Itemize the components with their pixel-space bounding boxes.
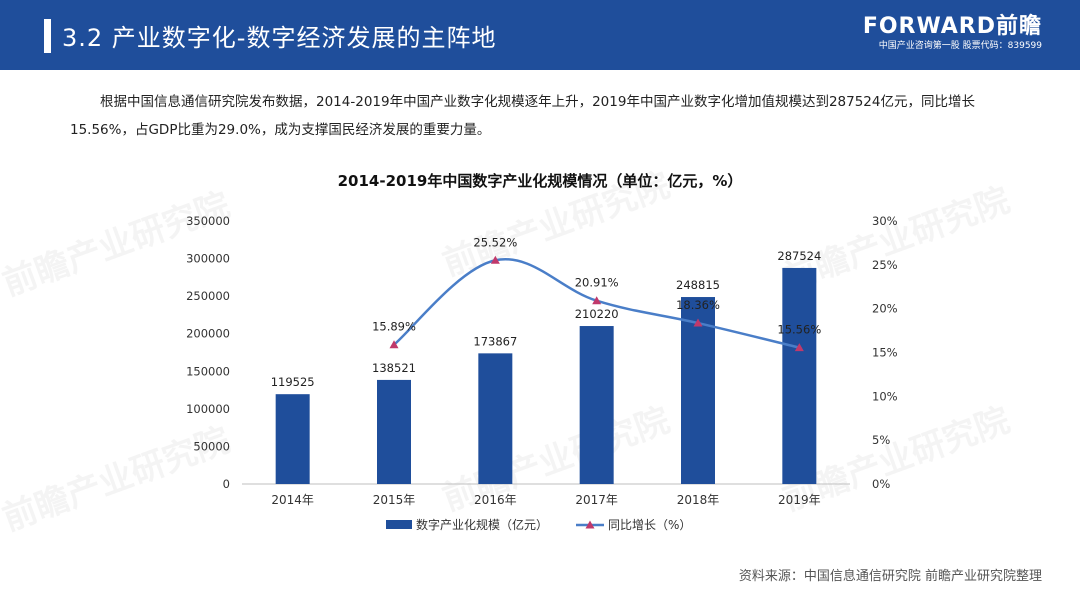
y-right-tick-label: 0% xyxy=(872,477,890,491)
bar xyxy=(579,326,614,484)
line-data-label: 15.56% xyxy=(777,323,821,337)
line-data-label: 15.89% xyxy=(372,320,416,334)
y-left-tick-label: 150000 xyxy=(186,364,230,378)
x-tick-label: 2019年 xyxy=(778,493,821,507)
data-labels: 119525 138521 173867 210220 248815 287524 15.8… xyxy=(271,235,822,389)
line-point-marker xyxy=(490,255,500,264)
legend: 数字产业化规模（亿元） 同比增长（%） xyxy=(386,517,691,532)
chart-axes: 0 50000 100000 150000 200000 250000 300000 3500… xyxy=(186,214,898,507)
y-left-tick-label: 0 xyxy=(223,477,230,491)
line-point-marker xyxy=(389,340,399,349)
legend-line-label: 同比增长（%） xyxy=(608,518,691,532)
watermark-text: 前瞻产业研究院 xyxy=(438,165,675,284)
header-accent-bar xyxy=(44,19,51,53)
line-series xyxy=(389,255,804,352)
bar xyxy=(377,379,411,484)
x-tick-label: 2018年 xyxy=(677,493,720,507)
chart-title: 2014-2019年中国数字产业化规模情况（单位：亿元，%） xyxy=(337,172,743,190)
page-title: 3.2 产业数字化-数字经济发展的主阵地 xyxy=(62,24,497,52)
line-data-label: 18.36% xyxy=(676,298,720,312)
legend-line-marker xyxy=(585,520,595,529)
x-tick-label: 2014年 xyxy=(271,493,314,507)
bar xyxy=(478,353,513,484)
y-right-tick-label: 15% xyxy=(872,346,898,360)
bar xyxy=(782,267,817,484)
logo-text: FORWARD前瞻 xyxy=(862,14,1042,39)
y-left-tick-label: 300000 xyxy=(186,252,230,266)
y-right-tick-label: 20% xyxy=(872,302,898,316)
legend-bar-swatch xyxy=(386,520,412,529)
bar-data-label: 119525 xyxy=(271,375,315,389)
y-right-tick-label: 10% xyxy=(872,389,898,403)
intro-text: 根据中国信息通信研究院发布数据，2014-2019年中国产业数字化规模逐年上升，… xyxy=(70,94,975,138)
source-note: 资料来源：中国信息通信研究院 前瞻产业研究院整理 xyxy=(738,569,1042,584)
bar-data-label: 138521 xyxy=(372,361,416,375)
x-tick-label: 2016年 xyxy=(474,493,517,507)
x-tick-label: 2015年 xyxy=(373,493,416,507)
line-point-marker xyxy=(592,296,602,305)
watermark-text: 前瞻产业研究院 xyxy=(0,420,235,539)
watermark-text: 前瞻产业研究院 xyxy=(0,185,235,304)
bar-data-label: 287524 xyxy=(777,249,821,263)
logo-subtext: 中国产业咨询第一股 股票代码：839599 xyxy=(878,41,1042,51)
bar-data-label: 173867 xyxy=(473,334,517,348)
y-right-tick-label: 25% xyxy=(872,258,898,272)
intro-paragraph: 根据中国信息通信研究院发布数据，2014-2019年中国产业数字化规模逐年上升，… xyxy=(70,88,1020,144)
y-left-tick-label: 50000 xyxy=(193,439,230,453)
y-right-tick-label: 5% xyxy=(872,433,890,447)
bar-data-label: 210220 xyxy=(575,307,619,321)
line-data-label: 20.91% xyxy=(575,276,619,290)
line-data-label: 25.52% xyxy=(473,235,517,249)
y-left-tick-label: 100000 xyxy=(186,402,230,416)
bar xyxy=(275,394,310,484)
bar xyxy=(681,297,715,484)
x-tick-label: 2017年 xyxy=(575,493,618,507)
bar-data-label: 248815 xyxy=(676,278,720,292)
line-point-marker xyxy=(693,318,703,327)
y-left-tick-label: 350000 xyxy=(186,214,230,228)
brand-logo: FORWARD前瞻 中国产业咨询第一股 股票代码：839599 xyxy=(863,14,1042,52)
bar-series xyxy=(275,267,817,484)
y-right-tick-label: 30% xyxy=(872,214,898,228)
header: 3.2 产业数字化-数字经济发展的主阵地 FORWARD前瞻 中国产业咨询第一股… xyxy=(0,0,1080,70)
y-left-tick-label: 250000 xyxy=(186,289,230,303)
line-point-marker xyxy=(794,343,804,352)
y-left-tick-label: 200000 xyxy=(186,327,230,341)
legend-bar-label: 数字产业化规模（亿元） xyxy=(416,517,548,532)
